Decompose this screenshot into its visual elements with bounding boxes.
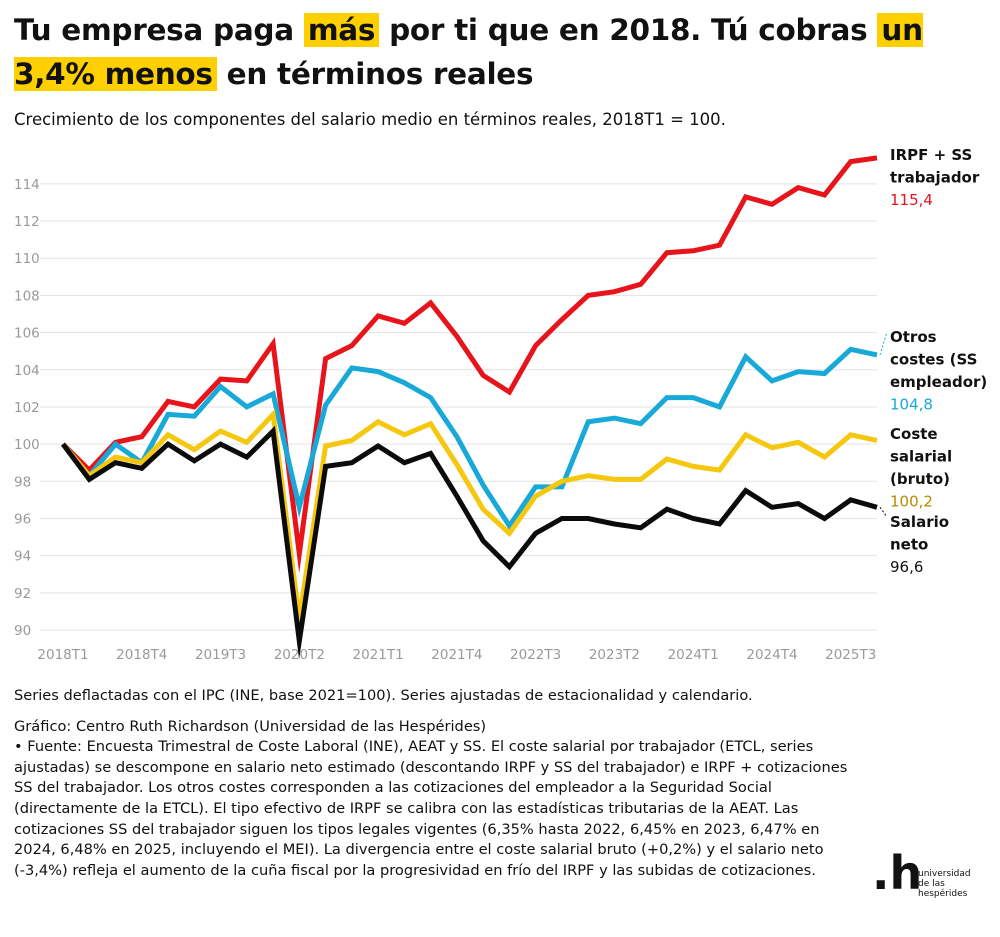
y-tick-label: 110 (14, 251, 40, 267)
y-axis-ticks: 90 92 94 96 98 100 102 104 106 108 110 112 114 (14, 177, 40, 639)
logo-text-line: hespérides (918, 889, 968, 899)
y-tick-label: 98 (14, 474, 31, 490)
logo-mark: .h (872, 846, 923, 900)
x-tick-label: 2018T4 (116, 647, 167, 663)
title-part-2: por ti que en 2018. Tú cobras (379, 13, 878, 47)
x-tick-label: 2023T2 (589, 647, 640, 663)
y-tick-label: 92 (14, 586, 31, 602)
series-label-name: trabajador (890, 169, 980, 187)
y-tick-label: 96 (14, 511, 31, 527)
x-tick-label: 2024T1 (668, 647, 719, 663)
series-label-name: IRPF + SS (890, 146, 972, 164)
series-label-name: (bruto) (890, 470, 950, 488)
x-tick-label: 2022T3 (510, 647, 561, 663)
title-part-1: Tu empresa paga (14, 13, 304, 47)
x-tick-label: 2021T4 (431, 647, 482, 663)
series-labels: IRPF + SS trabajador 115,4 Otros costes (SS e… (879, 146, 987, 576)
chart-subtitle: Crecimiento de los componentes del salar… (14, 110, 726, 129)
deflation-note: Series deflactadas con el IPC (INE, base… (14, 687, 753, 704)
university-logo: .h universidad de las hespérides (872, 848, 992, 900)
series-end-value: 104,8 (890, 396, 933, 414)
series-label-name: Otros (890, 328, 937, 346)
title-part-3: en términos reales (216, 57, 534, 91)
y-tick-label: 108 (14, 288, 40, 304)
label-connector (879, 331, 888, 356)
y-tick-label: 106 (14, 326, 40, 342)
title-highlight-1: más (303, 13, 380, 47)
chart-title: Tu empresa paga más por ti que en 2018. … (14, 8, 989, 96)
y-tick-label: 100 (14, 437, 40, 453)
x-tick-label: 2021T1 (352, 647, 403, 663)
x-tick-label: 2019T3 (195, 647, 246, 663)
label-connector (879, 507, 888, 518)
series-end-value: 100,2 (890, 493, 933, 511)
series-end-value: 96,6 (890, 558, 923, 576)
line-chart: 90 92 94 96 98 100 102 104 106 108 110 112 114 2018T… (14, 146, 987, 663)
series-lines (60, 155, 878, 660)
credit-note: Gráfico: Centro Ruth Richardson (Univers… (14, 717, 487, 735)
x-tick-label: 2025T3 (825, 647, 876, 663)
logo-text: universidad de las hespérides (918, 869, 971, 899)
x-tick-label: 2018T1 (37, 647, 88, 663)
chart-notes: Series deflactadas con el IPC (INE, base… (14, 686, 864, 881)
y-tick-label: 104 (14, 363, 40, 379)
series-line-1 (61, 346, 878, 531)
series-line-0 (61, 155, 878, 574)
y-tick-label: 90 (14, 623, 31, 639)
logo-text-line: de las (918, 879, 945, 889)
series-line-2 (61, 408, 878, 637)
y-tick-label: 112 (14, 214, 40, 230)
x-tick-label: 2024T4 (746, 647, 797, 663)
series-label-name: salarial (890, 448, 952, 466)
series-label-name: empleador) (890, 373, 987, 391)
series-label-name: costes (SS (890, 351, 977, 369)
series-label-name: Salario (890, 513, 949, 531)
y-tick-label: 94 (14, 549, 31, 565)
y-tick-label: 102 (14, 400, 40, 416)
series-label-name: Coste (890, 425, 938, 443)
series-label-name: neto (890, 536, 928, 554)
series-end-value: 115,4 (890, 191, 933, 209)
y-tick-label: 114 (14, 177, 40, 193)
x-axis-ticks: 2018T1 2018T4 2019T3 2020T2 2021T1 2021T4 2022… (37, 647, 876, 663)
logo-text-line: universidad (918, 869, 971, 879)
source-note: • Fuente: Encuesta Trimestral de Coste L… (14, 738, 848, 879)
series-line-3 (60, 425, 878, 660)
